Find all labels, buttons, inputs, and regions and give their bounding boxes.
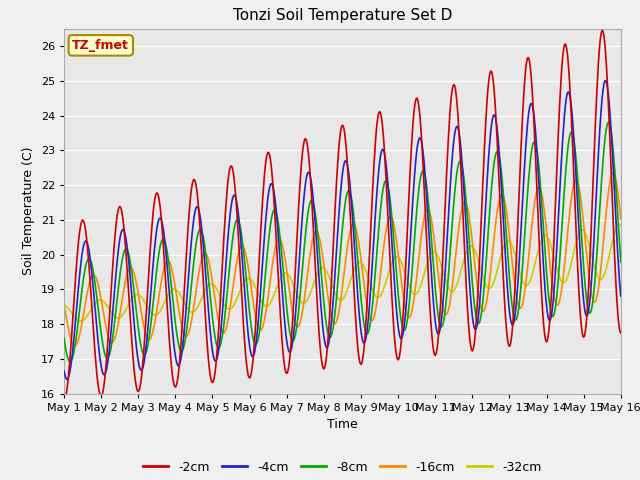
-4cm	[207, 336, 215, 341]
-16cm	[335, 311, 342, 316]
Line: -32cm: -32cm	[64, 225, 621, 321]
-8cm	[444, 283, 451, 289]
-4cm	[60, 368, 68, 374]
-32cm	[60, 302, 68, 308]
-2cm	[617, 330, 625, 336]
-16cm	[71, 343, 79, 348]
-8cm	[207, 300, 215, 306]
Line: -8cm: -8cm	[64, 122, 621, 362]
-32cm	[183, 305, 191, 311]
-8cm	[183, 325, 191, 331]
-2cm	[182, 255, 190, 261]
-4cm	[617, 293, 625, 299]
-4cm	[389, 252, 397, 258]
-32cm	[207, 281, 215, 287]
-2cm	[566, 83, 573, 89]
-32cm	[616, 222, 623, 228]
-32cm	[77, 318, 85, 324]
-2cm	[598, 27, 606, 33]
-32cm	[566, 264, 574, 269]
-16cm	[207, 270, 215, 276]
-4cm	[63, 376, 71, 382]
-8cm	[67, 359, 74, 365]
-4cm	[444, 228, 451, 234]
-4cm	[183, 294, 191, 300]
-8cm	[60, 335, 68, 341]
Y-axis label: Soil Temperature (C): Soil Temperature (C)	[22, 147, 35, 276]
-8cm	[566, 130, 574, 136]
X-axis label: Time: Time	[327, 418, 358, 431]
-16cm	[183, 333, 191, 339]
-8cm	[617, 260, 625, 265]
-2cm	[388, 294, 396, 300]
Line: -4cm: -4cm	[64, 81, 621, 379]
-16cm	[389, 217, 397, 223]
-16cm	[609, 170, 617, 176]
Line: -2cm: -2cm	[64, 30, 621, 400]
-4cm	[335, 216, 342, 222]
-32cm	[335, 296, 342, 302]
-2cm	[206, 372, 214, 378]
-32cm	[617, 222, 625, 228]
-16cm	[60, 302, 68, 308]
Line: -16cm: -16cm	[64, 173, 621, 346]
Legend: -2cm, -4cm, -8cm, -16cm, -32cm: -2cm, -4cm, -8cm, -16cm, -32cm	[138, 456, 547, 479]
Text: TZ_fmet: TZ_fmet	[72, 39, 129, 52]
-8cm	[335, 271, 342, 277]
-8cm	[389, 223, 397, 229]
Title: Tonzi Soil Temperature Set D: Tonzi Soil Temperature Set D	[233, 9, 452, 24]
-8cm	[605, 120, 612, 125]
-16cm	[444, 310, 451, 315]
-32cm	[389, 258, 397, 264]
-16cm	[617, 216, 625, 222]
-2cm	[443, 167, 451, 172]
-2cm	[60, 397, 68, 403]
-32cm	[444, 283, 451, 288]
-4cm	[566, 97, 574, 103]
-4cm	[602, 78, 609, 84]
-2cm	[334, 159, 342, 165]
-16cm	[566, 202, 574, 208]
